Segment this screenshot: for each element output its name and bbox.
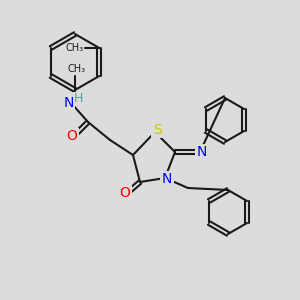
Text: N: N	[64, 96, 74, 110]
Text: CH₃: CH₃	[68, 64, 86, 74]
Text: CH₃: CH₃	[65, 43, 83, 53]
Text: S: S	[153, 123, 161, 137]
Text: H: H	[73, 92, 83, 106]
Text: N: N	[162, 172, 172, 186]
Text: N: N	[197, 145, 207, 159]
Text: O: O	[120, 186, 130, 200]
Text: O: O	[67, 129, 77, 143]
